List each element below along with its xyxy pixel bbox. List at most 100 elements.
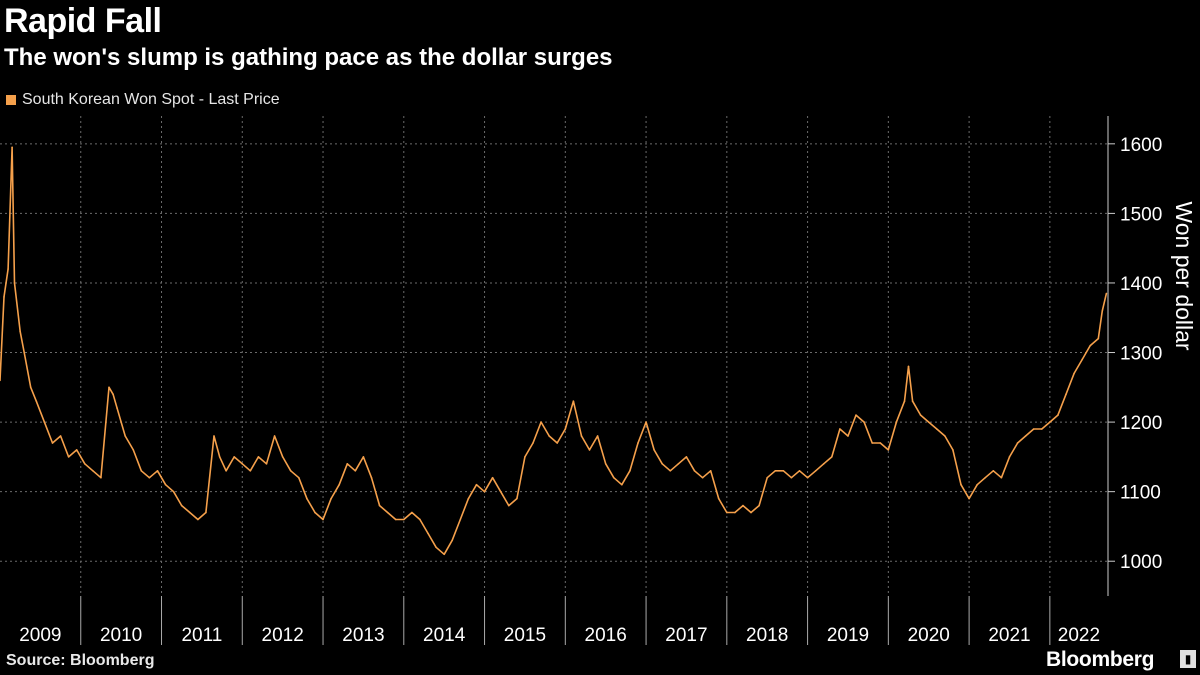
data-point <box>330 497 332 500</box>
data-point <box>132 449 135 451</box>
data-point <box>952 449 954 451</box>
data-point <box>693 469 696 472</box>
data-point <box>1065 393 1067 396</box>
data-point <box>831 456 833 458</box>
data-point <box>653 449 655 451</box>
data-point <box>112 393 114 396</box>
data-point <box>806 476 809 479</box>
source-note: Source: Bloomberg <box>6 652 155 669</box>
series-line-0 <box>0 146 1108 556</box>
data-point <box>742 504 744 507</box>
data-point <box>863 421 865 423</box>
data-point <box>475 483 478 486</box>
data-point <box>257 456 260 458</box>
x-tick-label-2013: 2013 <box>342 625 384 646</box>
data-point <box>895 421 898 423</box>
data-point <box>1016 442 1019 444</box>
data-point <box>637 442 639 444</box>
data-point <box>249 469 252 472</box>
data-point <box>435 546 437 549</box>
data-point <box>564 428 567 430</box>
data-point <box>790 476 793 479</box>
data-point <box>1024 435 1027 437</box>
data-point <box>108 386 110 389</box>
data-point <box>524 456 526 458</box>
data-point <box>1049 421 1051 423</box>
data-point <box>766 476 769 479</box>
data-point <box>362 456 365 458</box>
x-tick-label-2017: 2017 <box>665 625 707 646</box>
data-point <box>1057 414 1059 416</box>
y-tick-label-1100: 1100 <box>1120 483 1161 504</box>
data-point <box>354 469 357 472</box>
data-point <box>11 146 13 149</box>
data-point <box>499 490 502 493</box>
data-point <box>822 463 825 465</box>
data-point <box>394 518 397 521</box>
data-point <box>7 268 9 270</box>
data-point <box>507 504 510 507</box>
data-point <box>346 463 349 465</box>
data-point <box>903 400 906 403</box>
bloomberg-logo: Bloomberg <box>1046 648 1155 671</box>
data-point <box>378 504 381 507</box>
data-point <box>927 421 930 423</box>
data-point <box>289 469 292 472</box>
data-point <box>314 511 316 514</box>
x-tick-label-2012: 2012 <box>262 625 304 646</box>
legend-label: South Korean Won Spot - Last Price <box>22 91 280 108</box>
data-point <box>548 435 550 437</box>
data-point <box>467 497 470 500</box>
data-point <box>976 483 978 486</box>
data-point <box>992 469 995 472</box>
data-point <box>516 497 518 500</box>
data-point <box>443 553 445 556</box>
data-point <box>19 330 21 333</box>
data-point <box>140 469 143 472</box>
data-point <box>540 421 542 423</box>
data-point <box>919 414 922 416</box>
data-point <box>1089 344 1092 347</box>
data-point <box>197 518 199 521</box>
data-point <box>1081 358 1083 361</box>
data-point <box>726 511 728 514</box>
data-point <box>588 449 591 451</box>
data-point <box>51 442 54 444</box>
data-point <box>13 282 16 284</box>
data-point <box>774 469 777 472</box>
data-point <box>984 476 987 479</box>
x-tick-label-2019: 2019 <box>827 625 869 646</box>
data-point <box>1008 456 1011 458</box>
x-tick-label-2018: 2018 <box>746 625 788 646</box>
data-point <box>29 386 32 389</box>
data-point <box>855 414 857 416</box>
data-point <box>156 469 159 472</box>
y-axis-title: Won per dollar <box>1171 201 1197 350</box>
data-point <box>677 463 680 465</box>
data-point <box>402 518 405 521</box>
data-point <box>0 379 1 382</box>
data-point <box>1097 337 1100 340</box>
data-point <box>798 469 801 472</box>
data-point <box>847 435 849 437</box>
data-point <box>225 469 227 472</box>
y-tick-label-1500: 1500 <box>1120 204 1162 225</box>
data-point <box>451 539 454 542</box>
data-point <box>427 532 429 535</box>
y-tick-label-1200: 1200 <box>1120 413 1162 434</box>
data-point <box>459 518 462 521</box>
data-point <box>1105 292 1108 295</box>
x-tick-label-2014: 2014 <box>423 625 466 646</box>
data-point <box>612 476 615 479</box>
data-point <box>935 428 938 430</box>
data-point <box>532 442 534 444</box>
data-point <box>750 511 752 514</box>
y-tick-label-1000: 1000 <box>1120 552 1162 573</box>
data-point <box>717 497 720 500</box>
data-point <box>92 469 94 472</box>
data-point <box>871 442 873 444</box>
data-point <box>148 476 151 479</box>
x-tick-label-2015: 2015 <box>504 625 546 646</box>
data-point <box>944 435 946 437</box>
